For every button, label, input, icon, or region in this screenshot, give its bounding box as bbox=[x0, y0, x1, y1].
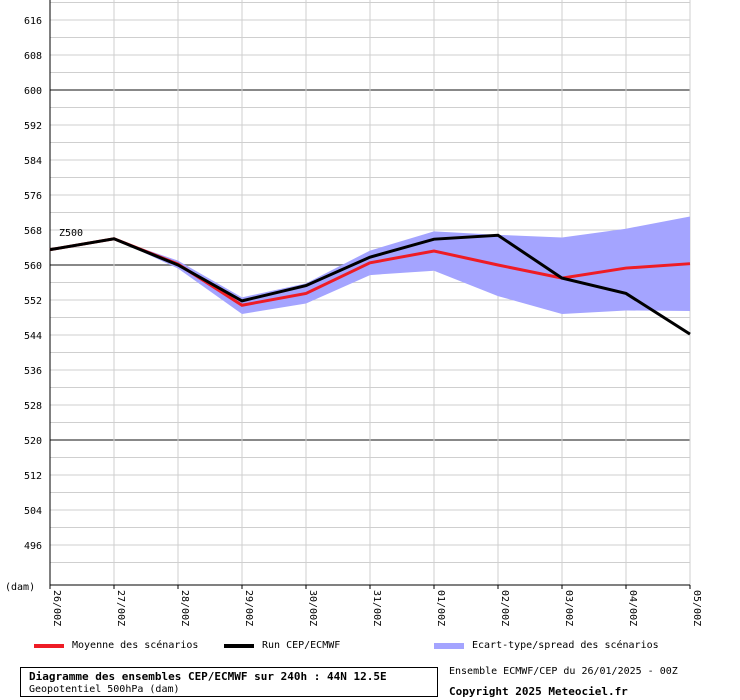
x-tick-label: 27/00Z bbox=[115, 590, 126, 626]
chart-title: Diagramme des ensembles CEP/ECMWF sur 24… bbox=[29, 670, 387, 683]
x-tick-label: 02/00Z bbox=[499, 590, 510, 626]
legend: Moyenne des scénarios Run CEP/ECMWF Ecar… bbox=[0, 640, 740, 656]
y-axis-unit-label: (dam) bbox=[5, 582, 35, 593]
x-tick-label: 29/00Z bbox=[243, 590, 254, 626]
x-tick-label: 26/00Z bbox=[51, 590, 62, 626]
x-tick-label: 04/00Z bbox=[627, 590, 638, 626]
y-tick-label: 544 bbox=[24, 331, 42, 342]
y-tick-label: 536 bbox=[24, 366, 42, 377]
y-tick-label: 504 bbox=[24, 506, 42, 517]
x-tick-label: 01/00Z bbox=[435, 590, 446, 626]
x-tick-label: 03/00Z bbox=[563, 590, 574, 626]
legend-swatch-spread bbox=[434, 642, 464, 649]
x-tick-label: 31/00Z bbox=[371, 590, 382, 626]
series-tag-label: Z500 bbox=[59, 228, 83, 239]
run-info: Ensemble ECMWF/CEP du 26/01/2025 - 00Z bbox=[449, 666, 678, 677]
info-box: Diagramme des ensembles CEP/ECMWF sur 24… bbox=[20, 667, 438, 697]
y-tick-label: 512 bbox=[24, 471, 42, 482]
legend-item-mean: Moyenne des scénarios bbox=[34, 640, 198, 651]
x-tick-label: 30/00Z bbox=[307, 590, 318, 626]
y-tick-label: 584 bbox=[24, 156, 42, 167]
y-tick-label: 592 bbox=[24, 121, 42, 132]
legend-swatch-run bbox=[224, 643, 254, 648]
copyright: Copyright 2025 Meteociel.fr bbox=[449, 685, 628, 698]
y-tick-label: 552 bbox=[24, 296, 42, 307]
y-axis-labels: 616 608 600 592 584 576 568 560 552 544 536 528 520 5… bbox=[24, 16, 42, 552]
y-tick-label: 576 bbox=[24, 191, 42, 202]
spread-band bbox=[50, 216, 690, 314]
legend-item-spread: Ecart-type/spread des scénarios bbox=[434, 640, 659, 651]
y-tick-label: 616 bbox=[24, 16, 42, 27]
y-tick-label: 496 bbox=[24, 541, 42, 552]
ensemble-chart: 616 608 600 592 584 576 568 560 552 544 536 528 520 5… bbox=[5, 0, 702, 626]
y-tick-label: 560 bbox=[24, 261, 42, 272]
spread-area bbox=[50, 216, 690, 314]
legend-item-run: Run CEP/ECMWF bbox=[224, 640, 340, 651]
y-tick-label: 528 bbox=[24, 401, 42, 412]
run-line bbox=[49, 233, 691, 336]
y-tick-label: 520 bbox=[24, 436, 42, 447]
legend-swatch-mean bbox=[34, 643, 64, 648]
x-tick-label: 28/00Z bbox=[179, 590, 190, 626]
legend-label-mean: Moyenne des scénarios bbox=[72, 640, 199, 651]
x-tick-label: 05/00Z bbox=[691, 590, 702, 626]
y-tick-label: 568 bbox=[24, 226, 42, 237]
y-tick-label: 600 bbox=[24, 86, 42, 97]
y-tick-label: 608 bbox=[24, 51, 42, 62]
x-axis-labels: 26/00Z 27/00Z 28/00Z 29/00Z 30/00Z 31/00Z 01/0… bbox=[51, 590, 702, 626]
chart-subtitle: Geopotentiel 500hPa (dam) bbox=[29, 684, 180, 695]
legend-label-spread: Ecart-type/spread des scénarios bbox=[472, 640, 659, 651]
legend-label-run: Run CEP/ECMWF bbox=[262, 640, 341, 651]
series-lines bbox=[49, 233, 691, 336]
